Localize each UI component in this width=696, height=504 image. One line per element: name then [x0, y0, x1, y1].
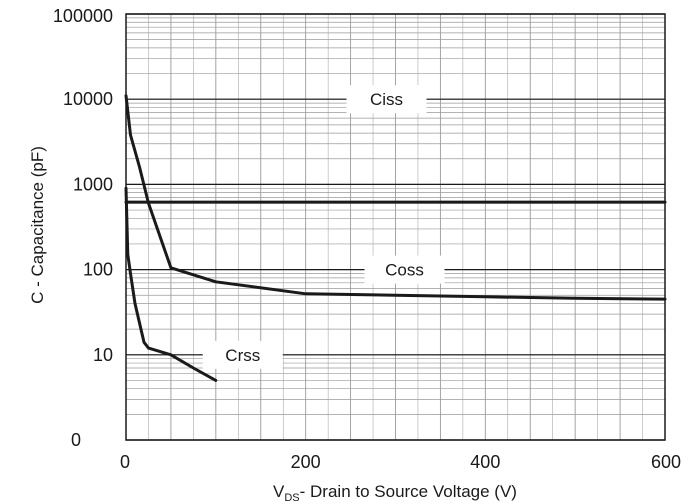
- label-ciss: Ciss: [370, 90, 403, 109]
- label-crss: Crss: [225, 346, 260, 365]
- y-tick-label: 10: [93, 345, 113, 365]
- label-coss: Coss: [385, 261, 424, 280]
- x-tick-label: 0: [120, 452, 130, 472]
- y-tick-label: 1000: [73, 174, 113, 194]
- y-tick-label: 100: [83, 260, 113, 280]
- y-tick-label: 0: [71, 430, 81, 450]
- curve-labels: Ciss Coss Crss: [202, 85, 445, 369]
- series-coss-line: [124, 94, 667, 301]
- label-background: [202, 340, 283, 369]
- y-axis-label: C - Capacitance (pF): [28, 146, 47, 304]
- label-background: [346, 85, 427, 114]
- x-tick-label: 400: [470, 452, 500, 472]
- series-crss-line: [124, 186, 218, 382]
- x-tick-label: 200: [291, 452, 321, 472]
- y-tick-label: 100000: [53, 6, 113, 26]
- label-background: [364, 255, 445, 284]
- y-tick-labels: 0 10 100 1000 10000 100000: [53, 6, 113, 450]
- x-tick-labels: 0 200 400 600: [120, 452, 681, 472]
- y-tick-label: 10000: [63, 89, 113, 109]
- x-tick-label: 600: [651, 452, 681, 472]
- x-axis-label: VDS- Drain to Source Voltage (V): [273, 482, 517, 504]
- curves: [124, 94, 667, 382]
